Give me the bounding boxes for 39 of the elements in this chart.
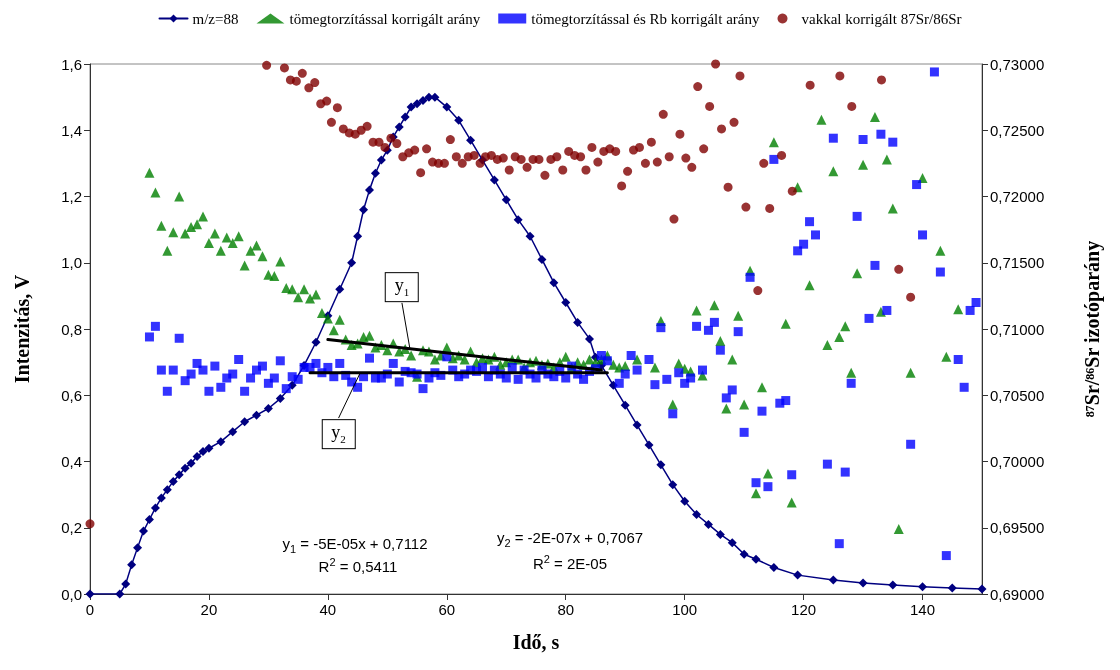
x-tick-label: 60 <box>438 601 456 618</box>
y2-tick-label: 0,70000 <box>990 453 1045 470</box>
x-tick-label: 120 <box>791 601 817 618</box>
x-axis-title: Idő, s <box>512 631 560 653</box>
y-tick-label: 1,0 <box>61 254 82 272</box>
x-tick-label: 20 <box>200 601 218 618</box>
y-tick-label: 0,6 <box>61 386 82 404</box>
y2-tick-label: 0,72000 <box>990 188 1045 205</box>
y2-tick-label: 0,72500 <box>990 121 1045 139</box>
x-tick-label: 80 <box>557 601 575 618</box>
legend-label: vakkal korrigált 87Sr/86Sr <box>801 10 962 27</box>
annotation: y$_{2}$ = -2E-07x + 0,7067 <box>496 529 644 550</box>
annotation: y$_{1}$ = -5E-05x + 0,7112 <box>282 535 428 556</box>
y2-tick-label: 0,71500 <box>990 254 1045 272</box>
y-tick-label: 1,4 <box>61 121 82 139</box>
legend-label: m/z=88 <box>192 10 239 27</box>
legend-label: tömegtorzítással korrigált arány <box>289 10 481 27</box>
y2-tick-label: 0,70500 <box>990 386 1045 404</box>
y2-tick-label: 0,69000 <box>990 585 1045 603</box>
y-tick-label: 0,0 <box>61 585 82 603</box>
annotation: y$_{1}$ <box>384 272 420 302</box>
y2-axis-title: ⁸⁷Sr/⁸⁶Sr izotóparány <box>1081 240 1104 418</box>
y-axis-title: Intenzitás, V <box>11 274 33 384</box>
y2-tick-label: 0,69500 <box>990 519 1045 537</box>
x-tick-label: 0 <box>85 601 95 618</box>
y-tick-label: 0,8 <box>61 320 82 338</box>
annotation: R$^{2}$ = 2E-05 <box>532 553 608 573</box>
annotation: y$_{2}$ <box>321 419 356 449</box>
annotation: R$^{2}$ = 0,5411 <box>318 556 398 576</box>
y2-tick-label: 0,71000 <box>990 320 1045 338</box>
legend-label: tömegtorzítással és Rb korrigált arány <box>531 10 760 27</box>
y-tick-label: 0,4 <box>61 453 82 470</box>
y-tick-label: 1,2 <box>61 188 82 205</box>
y-tick-label: 1,6 <box>61 55 82 73</box>
y-tick-label: 0,2 <box>61 519 82 537</box>
x-tick-label: 100 <box>672 601 698 618</box>
x-tick-label: 40 <box>319 601 337 618</box>
y2-tick-label: 0,73000 <box>990 55 1045 73</box>
x-tick-label: 140 <box>910 601 936 618</box>
